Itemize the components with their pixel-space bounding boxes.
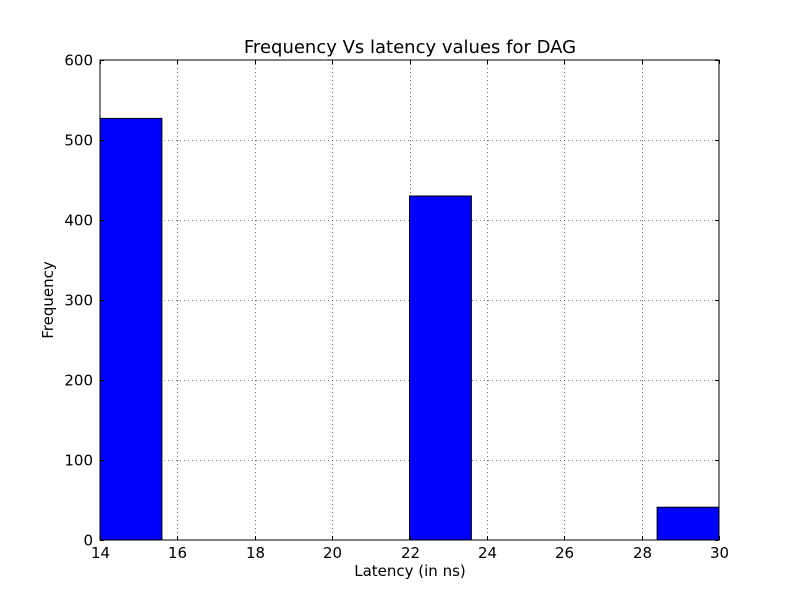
y-ticks: 0 100 200 300 400 500 600 (64, 52, 719, 550)
y-tick-label: 100 (64, 452, 93, 470)
grid-lines (100, 60, 719, 540)
x-tick-label: 24 (478, 544, 497, 562)
histogram-bar (656, 506, 720, 541)
y-tick-label: 500 (64, 132, 93, 150)
x-tick-label: 30 (710, 544, 729, 562)
y-tick-label: 400 (64, 212, 93, 230)
x-tick-label: 22 (401, 544, 420, 562)
x-tick-label: 28 (633, 544, 652, 562)
x-tick-label: 20 (323, 544, 342, 562)
x-axis-label: Latency (in ns) (354, 562, 466, 580)
histogram-bar (409, 195, 472, 541)
x-tick-label: 26 (555, 544, 574, 562)
y-tick-label: 600 (64, 52, 93, 70)
x-tick-label: 18 (246, 544, 265, 562)
x-ticks: 14 16 18 20 22 24 26 28 30 (91, 60, 729, 562)
y-tick-label: 300 (64, 292, 93, 310)
x-tick-label: 14 (91, 544, 110, 562)
y-tick-label: 200 (64, 372, 93, 390)
y-axis-label: Frequency (39, 261, 57, 339)
x-tick-label: 16 (168, 544, 187, 562)
y-tick-label: 0 (83, 532, 93, 550)
bars (99, 117, 720, 541)
chart-title: Frequency Vs latency values for DAG (244, 37, 576, 58)
histogram-bar (99, 117, 163, 541)
